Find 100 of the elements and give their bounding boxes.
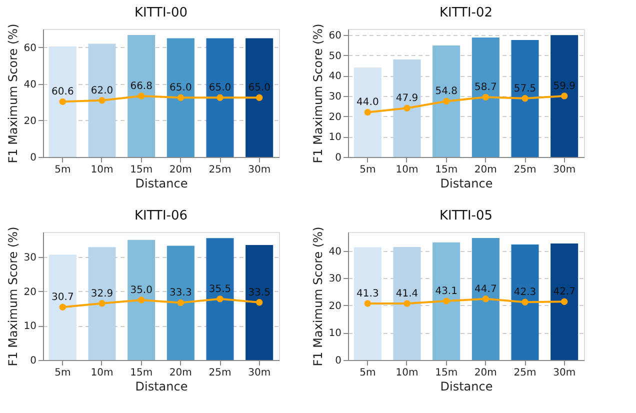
data-label: 54.8	[435, 86, 458, 98]
x-tick-label: 10m	[396, 368, 418, 378]
y-tick-label: 60	[24, 42, 36, 54]
data-label: 41.4	[396, 288, 418, 300]
point	[256, 299, 263, 306]
data-label: 66.8	[130, 81, 152, 92]
y-tick-label: 0	[30, 152, 36, 164]
y-axis-title: F1 Maximum Score (%)	[310, 24, 325, 164]
x-axis-title: Distance	[440, 380, 493, 394]
y-tick-label: 10	[328, 132, 342, 144]
x-tick-label: 5m	[360, 164, 376, 176]
bar	[206, 38, 234, 157]
x-tick-label: 15m	[130, 164, 153, 176]
data-label: 59.9	[553, 80, 576, 92]
y-axis-title: F1 Maximum Score (%)	[310, 226, 325, 366]
bar	[550, 35, 578, 157]
x-tick-label: 25m	[208, 368, 232, 378]
point	[404, 104, 410, 112]
x-tick-label: 10m	[90, 368, 114, 378]
point	[216, 296, 224, 302]
y-axis-title: F1 Maximum Score (%)	[6, 226, 20, 366]
x-tick-label: 20m	[474, 164, 497, 176]
data-label: 65.0	[248, 82, 270, 94]
data-label: 33.5	[248, 287, 270, 298]
point	[522, 95, 528, 102]
bar	[354, 247, 382, 360]
x-tick-label: 20m	[169, 164, 192, 176]
point	[138, 296, 145, 304]
chart-title: KITTI-00	[134, 5, 188, 20]
bar	[246, 38, 274, 157]
point	[560, 92, 568, 100]
x-axis-title: Distance	[440, 176, 493, 190]
data-label: 44.7	[474, 284, 497, 295]
data-label: 62.0	[90, 85, 114, 96]
x-tick-label: 5m	[54, 368, 71, 378]
y-tick-label: 20	[328, 300, 342, 312]
bar	[432, 45, 460, 157]
point	[59, 304, 66, 310]
x-tick-label: 25m	[514, 164, 536, 176]
y-tick-label: 40	[24, 79, 36, 90]
bar	[511, 40, 539, 157]
point	[364, 108, 372, 116]
x-tick-label: 10m	[90, 164, 114, 176]
y-tick-label: 0	[335, 356, 342, 366]
data-label: 30.7	[52, 292, 74, 304]
bar	[128, 35, 156, 157]
x-tick-label: 5m	[54, 164, 71, 176]
data-label: 42.7	[553, 286, 576, 298]
data-label: 44.0	[356, 97, 379, 108]
data-label: 58.7	[474, 82, 497, 94]
bar	[48, 254, 76, 360]
bar	[128, 240, 156, 360]
y-tick-label: 40	[328, 246, 342, 258]
y-tick-label: 30	[24, 252, 36, 264]
y-tick-label: 10	[24, 321, 36, 332]
y-tick-label: 20	[328, 112, 342, 123]
data-label: 33.3	[170, 288, 192, 299]
data-label: 47.9	[396, 93, 418, 104]
y-tick-label: 50	[328, 50, 342, 62]
bar	[88, 247, 116, 360]
x-tick-label: 10m	[396, 164, 418, 176]
y-tick-label: 10	[328, 328, 342, 340]
y-tick-label: 60	[328, 30, 342, 42]
x-tick-label: 30m	[553, 164, 576, 176]
chart-title: KITTI-05	[439, 208, 493, 224]
point	[177, 299, 184, 306]
y-tick-label: 20	[24, 116, 36, 127]
bar	[432, 242, 460, 360]
point	[482, 94, 490, 101]
y-tick-label: 20	[24, 286, 36, 298]
x-tick-label: 25m	[208, 164, 232, 176]
y-tick-label: 0	[30, 356, 36, 366]
x-tick-label: 30m	[553, 368, 576, 378]
x-axis-title: Distance	[135, 380, 188, 394]
y-tick-label: 30	[328, 274, 342, 285]
bar	[354, 67, 382, 157]
bar	[166, 38, 194, 157]
data-label: 60.6	[52, 86, 74, 98]
x-tick-label: 30m	[248, 164, 271, 176]
x-axis-title: Distance	[135, 176, 188, 190]
bar	[393, 247, 421, 360]
x-tick-label: 5m	[360, 368, 376, 378]
data-label: 65.0	[170, 82, 192, 94]
bar	[48, 46, 76, 157]
bar	[511, 244, 539, 360]
bar	[472, 238, 500, 360]
y-tick-label: 40	[328, 71, 342, 82]
point	[98, 300, 106, 307]
data-label: 65.0	[208, 82, 232, 94]
x-tick-label: 15m	[435, 368, 458, 378]
y-axis-title: F1 Maximum Score (%)	[6, 24, 20, 164]
bar	[166, 246, 194, 360]
x-tick-label: 15m	[130, 368, 153, 378]
chart-title: KITTI-02	[439, 5, 493, 20]
x-tick-label: 20m	[474, 368, 497, 378]
bar	[550, 243, 578, 360]
chart-title: KITTI-06	[134, 208, 188, 224]
point	[442, 98, 450, 105]
data-label: 41.3	[356, 288, 379, 300]
y-tick-label: 30	[328, 91, 342, 102]
